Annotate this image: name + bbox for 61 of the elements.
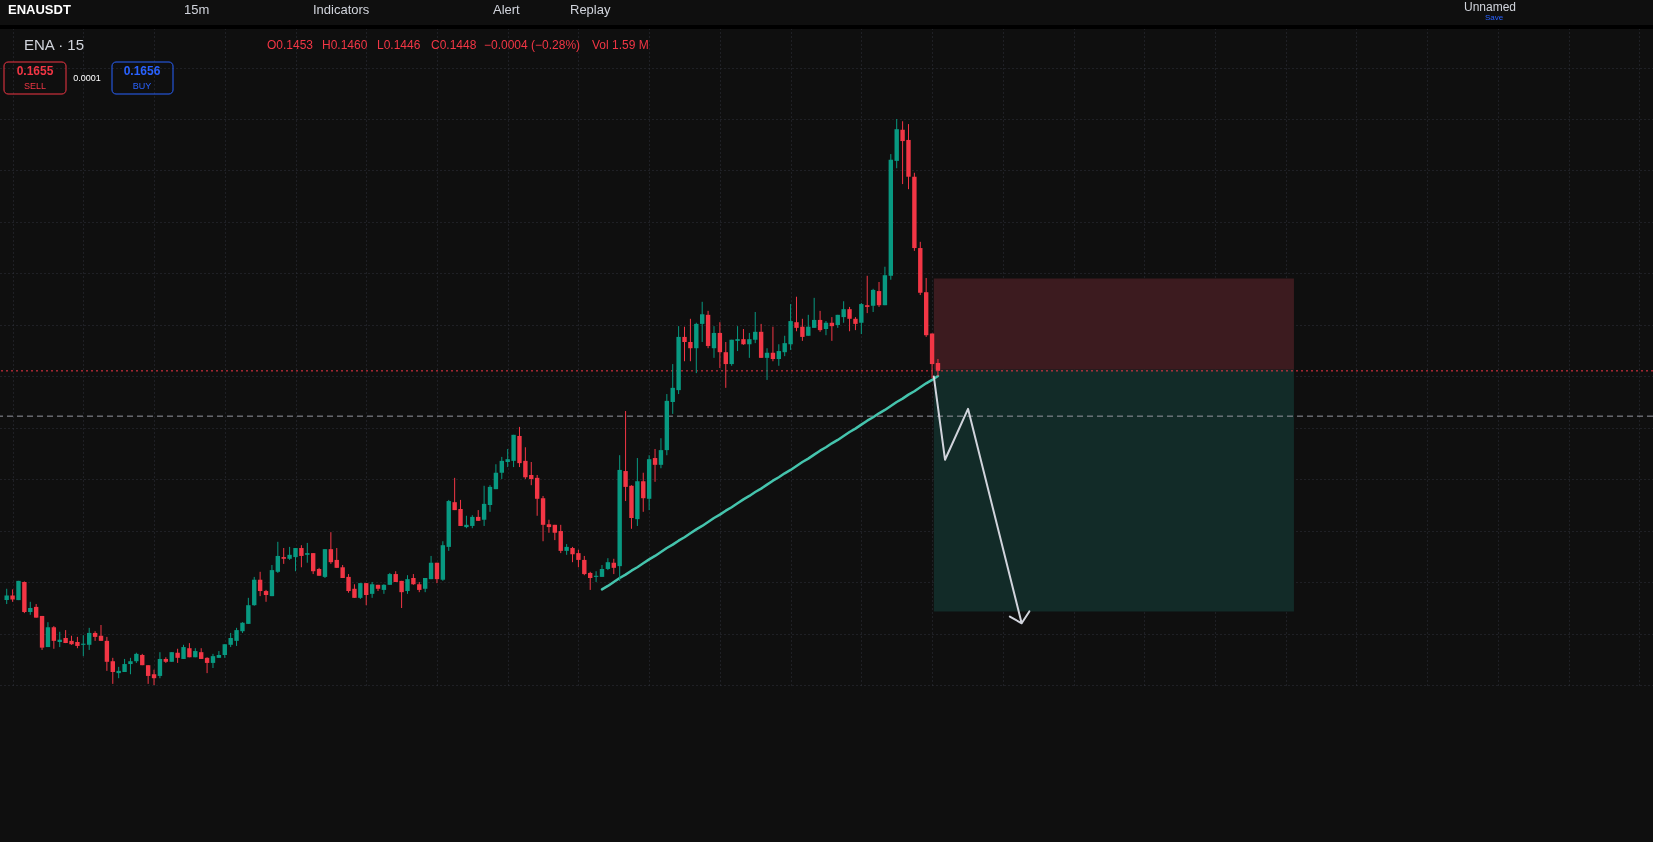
candlestick [776, 343, 782, 367]
text: L0.1446 [377, 38, 421, 52]
text: 0.1655 [16, 64, 54, 78]
candlestick [558, 524, 563, 554]
candlestick [806, 314, 811, 337]
candlestick [876, 281, 882, 308]
candlestick [811, 297, 817, 329]
text: Replay [570, 2, 611, 17]
candlestick [688, 318, 693, 362]
candlestick [263, 589, 269, 603]
candlestick [210, 653, 216, 669]
text: Vol 1.59 M [592, 38, 649, 52]
candlestick [104, 636, 110, 672]
text: Indicators [313, 2, 370, 17]
candlestick [151, 669, 157, 686]
text: 0.0001 [73, 73, 101, 83]
candlestick [145, 664, 151, 685]
candlestick [764, 347, 770, 381]
text: 0.1656 [123, 64, 161, 78]
text: 15m [184, 2, 210, 17]
candlestick [381, 583, 387, 595]
candlestick [204, 656, 210, 674]
text: Alert [493, 2, 521, 17]
candlestick [870, 288, 876, 313]
candlestick [658, 437, 664, 469]
text: SELL [23, 81, 47, 91]
candlestick [98, 624, 104, 642]
text: Unnamed [1464, 0, 1517, 14]
text: ENAUSDT [8, 2, 71, 17]
candlestick [51, 625, 57, 650]
text: −0.0004 (−0.28%) [484, 38, 581, 52]
candlestick [92, 630, 98, 642]
text: C0.1448 [431, 38, 477, 52]
candlestick [364, 582, 369, 606]
candlestick [859, 302, 864, 335]
chart-title: ENA · 15 [24, 36, 85, 53]
candlestick [546, 519, 552, 534]
candlestick [652, 448, 658, 483]
candlestick [847, 306, 852, 332]
text: Save [1484, 13, 1504, 22]
candlestick [487, 484, 493, 513]
candlestick [305, 542, 310, 564]
candlestick [275, 541, 281, 574]
candlestick [481, 485, 487, 527]
candlestick [310, 552, 316, 575]
text: O0.1453 [267, 38, 314, 52]
candlestick [641, 472, 646, 513]
candlestick [405, 574, 410, 595]
candlestick [216, 650, 222, 659]
candlestick [157, 651, 163, 679]
candlestick [328, 531, 334, 565]
candlestick [865, 275, 870, 314]
text: H0.1460 [322, 38, 368, 52]
candlestick [700, 301, 705, 343]
text: BUY [132, 81, 152, 91]
candlestick [110, 657, 115, 685]
candlestick [534, 474, 540, 517]
candlestick [45, 621, 51, 648]
candlestick [711, 325, 717, 359]
candlestick [682, 326, 687, 362]
candlestick [299, 544, 304, 568]
